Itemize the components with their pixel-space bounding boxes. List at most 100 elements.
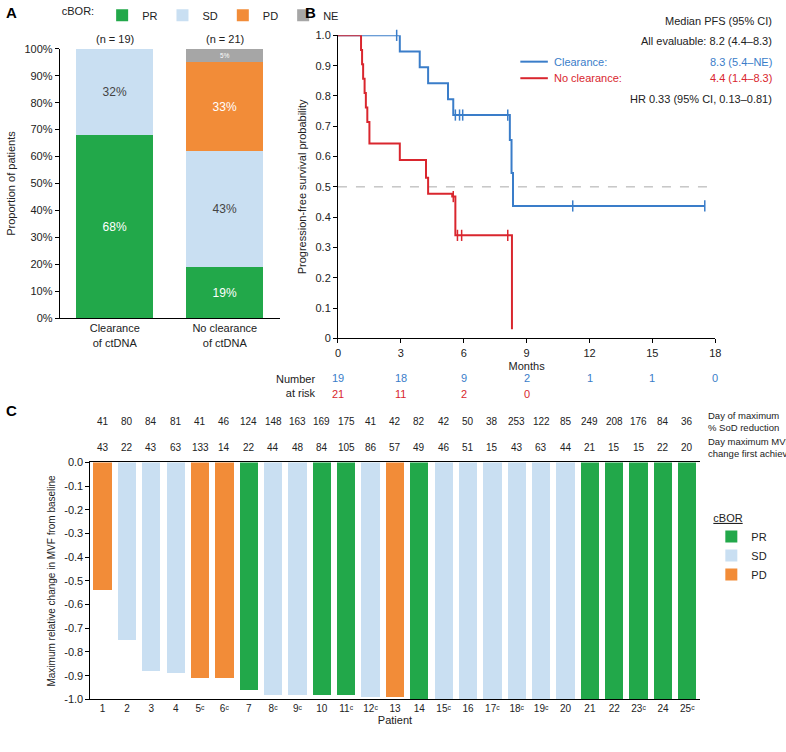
svg-text:36: 36: [681, 416, 693, 427]
svg-text:7: 7: [246, 703, 252, 714]
svg-text:18ᶜ: 18ᶜ: [509, 703, 524, 714]
svg-text:14: 14: [218, 442, 230, 453]
svg-text:Maximum relative change in MVF: Maximum relative change in MVF from base…: [46, 475, 57, 687]
svg-text:40%: 40%: [31, 204, 53, 216]
svg-text:(n = 19): (n = 19): [96, 33, 134, 45]
svg-text:81: 81: [170, 416, 182, 427]
svg-text:86: 86: [365, 442, 377, 453]
svg-text:163: 163: [289, 416, 306, 427]
svg-text:All evaluable: 8.2 (4.4–8.3): All evaluable: 8.2 (4.4–8.3): [641, 35, 772, 47]
svg-text:Day maximum MVFchange first ac: Day maximum MVFchange first achieved: [708, 436, 786, 459]
svg-text:41: 41: [194, 416, 206, 427]
svg-text:cBOR: cBOR: [713, 512, 742, 524]
svg-text:2: 2: [124, 703, 130, 714]
svg-text:8ᶜ: 8ᶜ: [269, 703, 279, 714]
svg-text:84: 84: [145, 416, 157, 427]
svg-text:-0.7: -0.7: [64, 622, 83, 634]
svg-text:15ᶜ: 15ᶜ: [436, 703, 451, 714]
svg-text:82: 82: [413, 416, 425, 427]
svg-text:11ᶜ: 11ᶜ: [339, 703, 353, 714]
svg-text:-1.0: -1.0: [64, 693, 83, 705]
svg-text:15: 15: [608, 442, 620, 453]
svg-text:5%: 5%: [220, 52, 230, 59]
svg-text:Median PFS (95% CI): Median PFS (95% CI): [665, 15, 772, 27]
svg-text:-0.2: -0.2: [64, 504, 83, 516]
svg-text:0.0: 0.0: [68, 456, 83, 468]
svg-text:19ᶜ: 19ᶜ: [534, 703, 549, 714]
svg-text:25ᶜ: 25ᶜ: [680, 703, 695, 714]
svg-text:20: 20: [681, 442, 693, 453]
svg-text:6ᶜ: 6ᶜ: [220, 703, 230, 714]
svg-text:148: 148: [265, 416, 282, 427]
svg-text:15: 15: [486, 442, 498, 453]
svg-text:Progression-free survival prob: Progression-free survival probability: [296, 99, 308, 274]
svg-text:NE: NE: [323, 10, 338, 22]
svg-text:63: 63: [170, 442, 182, 453]
svg-text:2: 2: [461, 388, 467, 400]
svg-text:133: 133: [192, 442, 209, 453]
svg-text:0: 0: [325, 332, 331, 344]
svg-text:Months: Months: [509, 360, 546, 372]
svg-text:84: 84: [316, 442, 328, 453]
svg-text:15: 15: [646, 347, 658, 359]
svg-text:176: 176: [630, 416, 647, 427]
svg-text:-0.6: -0.6: [64, 598, 83, 610]
svg-text:PD: PD: [263, 10, 278, 22]
svg-text:43: 43: [97, 442, 109, 453]
svg-text:-0.5: -0.5: [64, 575, 83, 587]
svg-text:11: 11: [395, 388, 406, 400]
svg-text:100%: 100%: [24, 43, 52, 55]
svg-text:80: 80: [121, 416, 133, 427]
svg-text:No clearance:: No clearance:: [554, 72, 622, 84]
svg-text:38: 38: [486, 416, 498, 427]
svg-text:0.2: 0.2: [315, 272, 330, 284]
svg-text:49: 49: [413, 442, 425, 453]
svg-text:9: 9: [461, 372, 467, 384]
svg-text:44: 44: [267, 442, 279, 453]
svg-text:32%: 32%: [103, 85, 127, 99]
svg-text:12: 12: [583, 347, 595, 359]
svg-text:-0.8: -0.8: [64, 646, 83, 658]
svg-text:24: 24: [657, 703, 669, 714]
svg-text:5ᶜ: 5ᶜ: [195, 703, 205, 714]
svg-text:16: 16: [462, 703, 474, 714]
svg-text:SD: SD: [202, 10, 217, 22]
svg-text:0.9: 0.9: [315, 60, 330, 72]
svg-text:85: 85: [560, 416, 572, 427]
svg-text:2: 2: [524, 372, 530, 384]
svg-text:169: 169: [313, 416, 330, 427]
svg-text:22: 22: [657, 442, 669, 453]
svg-text:46: 46: [438, 442, 450, 453]
svg-text:0%: 0%: [37, 312, 53, 324]
svg-text:44: 44: [560, 442, 572, 453]
svg-text:21: 21: [332, 388, 344, 400]
svg-text:124: 124: [240, 416, 257, 427]
svg-text:0.8: 0.8: [315, 90, 330, 102]
svg-text:33%: 33%: [213, 100, 237, 114]
svg-text:9ᶜ: 9ᶜ: [293, 703, 303, 714]
svg-text:80%: 80%: [31, 97, 53, 109]
svg-text:90%: 90%: [31, 70, 53, 82]
svg-text:22: 22: [243, 442, 255, 453]
svg-text:0.6: 0.6: [315, 150, 330, 162]
svg-text:122: 122: [533, 416, 550, 427]
svg-text:105: 105: [338, 442, 355, 453]
svg-text:-0.1: -0.1: [64, 480, 83, 492]
svg-text:43%: 43%: [213, 202, 237, 216]
svg-text:30%: 30%: [31, 231, 53, 243]
svg-text:1.0: 1.0: [315, 29, 330, 41]
svg-text:0.3: 0.3: [315, 241, 330, 253]
svg-text:Clearanceof ctDNA: Clearanceof ctDNA: [90, 322, 140, 348]
svg-text:Numberat risk: Numberat risk: [276, 373, 316, 399]
svg-text:19: 19: [332, 372, 344, 384]
svg-text:0.1: 0.1: [315, 302, 330, 314]
svg-text:48: 48: [292, 442, 304, 453]
svg-text:51: 51: [462, 442, 474, 453]
svg-text:63: 63: [535, 442, 547, 453]
svg-text:HR 0.33 (95% CI, 0.13–0.81): HR 0.33 (95% CI, 0.13–0.81): [630, 93, 772, 105]
svg-text:57: 57: [389, 442, 401, 453]
svg-text:50%: 50%: [31, 177, 53, 189]
svg-text:42: 42: [438, 416, 450, 427]
svg-text:0: 0: [524, 388, 530, 400]
svg-text:22: 22: [121, 442, 133, 453]
